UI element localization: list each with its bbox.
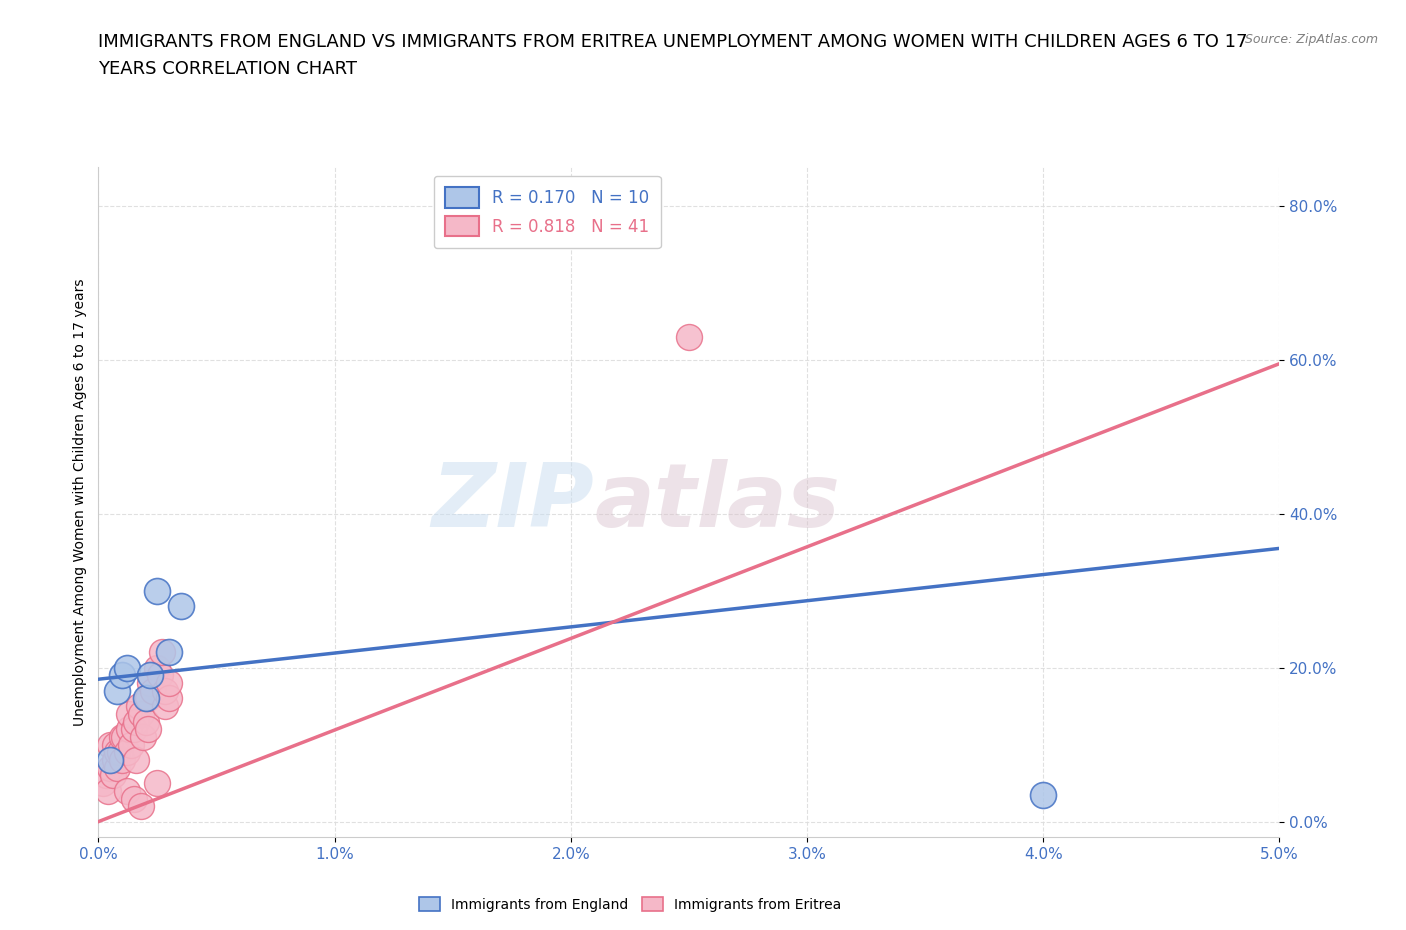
Point	[146, 583, 169, 598]
Point	[118, 722, 141, 737]
Point	[153, 698, 176, 713]
Point	[139, 668, 162, 683]
Point	[104, 737, 127, 752]
Point	[125, 752, 148, 767]
Y-axis label: Unemployment Among Women with Children Ages 6 to 17 years: Unemployment Among Women with Children A…	[73, 278, 87, 726]
Point	[98, 761, 121, 776]
Point	[129, 707, 152, 722]
Point	[146, 776, 169, 790]
Point	[111, 752, 134, 767]
Point	[122, 722, 145, 737]
Point	[128, 698, 150, 713]
Point	[122, 791, 145, 806]
Point	[118, 707, 141, 722]
Text: IMMIGRANTS FROM ENGLAND VS IMMIGRANTS FROM ERITREA UNEMPLOYMENT AMONG WOMEN WITH: IMMIGRANTS FROM ENGLAND VS IMMIGRANTS FR…	[98, 33, 1249, 50]
Point	[132, 729, 155, 744]
Point	[135, 714, 157, 729]
Point	[135, 691, 157, 706]
Point	[139, 675, 162, 690]
Legend: Immigrants from England, Immigrants from Eritrea: Immigrants from England, Immigrants from…	[413, 891, 846, 917]
Text: ZIP: ZIP	[432, 458, 595, 546]
Point	[105, 745, 128, 760]
Point	[111, 729, 134, 744]
Point	[105, 684, 128, 698]
Text: YEARS CORRELATION CHART: YEARS CORRELATION CHART	[98, 60, 357, 78]
Point	[98, 737, 121, 752]
Point	[121, 737, 143, 752]
Point	[111, 668, 134, 683]
Point	[170, 599, 193, 614]
Point	[115, 660, 138, 675]
Point	[149, 668, 172, 683]
Point	[108, 745, 131, 760]
Point	[136, 722, 159, 737]
Point	[153, 684, 176, 698]
Point	[150, 644, 173, 659]
Text: Source: ZipAtlas.com: Source: ZipAtlas.com	[1244, 33, 1378, 46]
Point	[157, 691, 180, 706]
Point	[157, 675, 180, 690]
Point	[142, 684, 165, 698]
Point	[1032, 787, 1054, 802]
Point	[91, 776, 114, 790]
Point	[105, 761, 128, 776]
Point	[678, 329, 700, 344]
Point	[136, 691, 159, 706]
Point	[101, 768, 124, 783]
Point	[129, 799, 152, 814]
Point	[112, 729, 135, 744]
Point	[157, 644, 180, 659]
Point	[115, 783, 138, 798]
Text: atlas: atlas	[595, 458, 841, 546]
Point	[115, 745, 138, 760]
Point	[97, 783, 120, 798]
Point	[125, 714, 148, 729]
Point	[146, 660, 169, 675]
Point	[94, 768, 117, 783]
Point	[98, 752, 121, 767]
Point	[104, 752, 127, 767]
